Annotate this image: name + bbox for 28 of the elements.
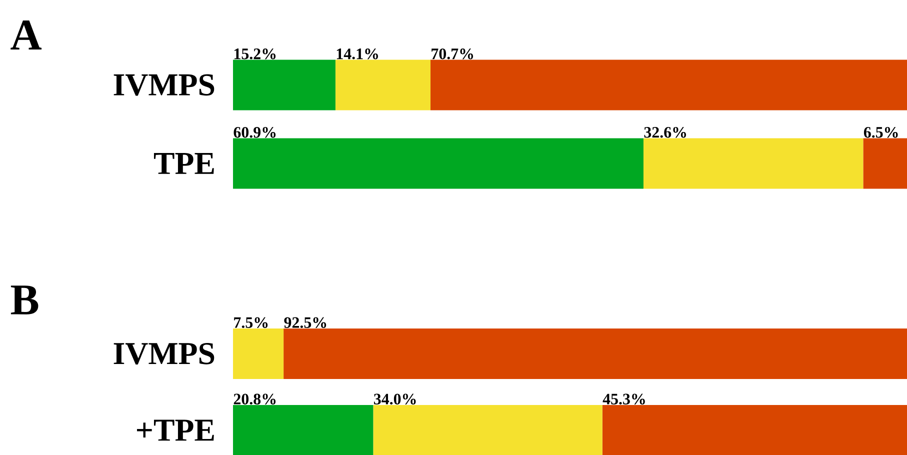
bar xyxy=(430,60,907,110)
chart-title: B xyxy=(10,286,38,314)
data-label: 7.5% xyxy=(234,317,268,328)
bar xyxy=(863,138,907,189)
data-label: 32.6% xyxy=(644,126,686,138)
data-label: 92.5% xyxy=(284,317,326,328)
y-tick-label: IVMPS xyxy=(114,74,214,96)
bar xyxy=(643,138,864,189)
data-label: 14.1% xyxy=(336,48,378,60)
data-label: 15.2% xyxy=(234,48,276,60)
bar xyxy=(233,60,336,110)
bar xyxy=(373,404,602,455)
data-label: 34.0% xyxy=(374,394,416,405)
data-label: 45.3% xyxy=(602,394,645,405)
data-label: 20.8% xyxy=(234,394,276,405)
data-label: 6.5% xyxy=(864,126,898,138)
bar xyxy=(602,404,907,455)
y-tick-label: TPE xyxy=(154,153,214,174)
bar xyxy=(335,60,430,110)
chart-title: A xyxy=(10,20,42,50)
bar xyxy=(233,138,644,189)
data-label: 60.9% xyxy=(234,126,276,138)
bar xyxy=(284,328,907,379)
bar xyxy=(233,404,374,455)
y-tick-label: +TPE xyxy=(137,420,214,441)
data-label: 70.7% xyxy=(432,48,474,60)
bar xyxy=(233,328,284,379)
y-tick-label: IVMPS xyxy=(114,342,214,365)
